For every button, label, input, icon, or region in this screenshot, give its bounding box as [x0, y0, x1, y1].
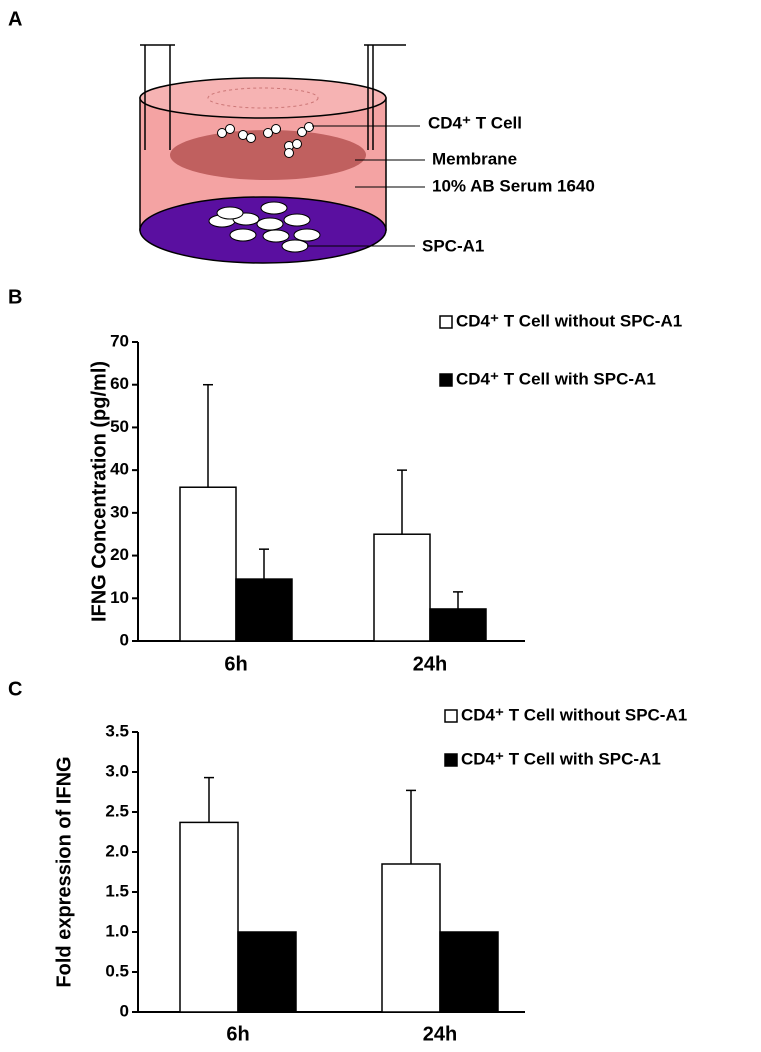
x-tick-label: 6h — [224, 653, 247, 675]
error-bar — [406, 789, 416, 864]
legend-marker — [444, 709, 458, 723]
legend-marker — [439, 315, 453, 329]
y-tick-label: 3.0 — [105, 761, 129, 780]
y-tick-label: 20 — [110, 545, 129, 564]
panel-label: C — [8, 678, 22, 700]
diagram-label: SPC-A1 — [422, 236, 484, 255]
diagram-label: Membrane — [432, 149, 517, 168]
bar — [381, 863, 441, 1013]
x-tick-label: 24h — [413, 653, 447, 675]
x-tick-label: 6h — [226, 1023, 249, 1045]
panel-label: A — [8, 8, 22, 30]
error-bar — [203, 383, 213, 488]
error-bar — [259, 548, 269, 580]
diagram-label: CD4⁺ T Cell — [428, 113, 522, 132]
y-tick-label: 0 — [120, 1001, 129, 1020]
y-axis-label: IFNG Concentration (pg/ml) — [88, 361, 110, 622]
panel-label: B — [8, 286, 22, 308]
y-tick-label: 60 — [110, 374, 129, 393]
transwell-diagram — [139, 44, 425, 264]
error-bar — [204, 776, 214, 823]
y-axis-label: Fold expression of IFNG — [53, 756, 75, 987]
legend-label: CD4⁺ T Cell with SPC-A1 — [456, 369, 656, 388]
y-tick-label: 1.5 — [105, 881, 129, 900]
legend-label: CD4⁺ T Cell with SPC-A1 — [461, 749, 661, 768]
error-bar — [397, 469, 407, 535]
y-tick-label: 2.0 — [105, 841, 129, 860]
legend-marker — [444, 753, 458, 767]
y-tick-label: 10 — [110, 588, 129, 607]
bar — [429, 608, 487, 642]
x-tick-label: 24h — [423, 1023, 457, 1045]
bar — [235, 578, 293, 642]
y-tick-label: 50 — [110, 417, 129, 436]
y-tick-label: 0.5 — [105, 961, 129, 980]
diagram-label: 10% AB Serum 1640 — [432, 176, 595, 195]
bar — [237, 931, 297, 1013]
legend-marker — [439, 373, 453, 387]
y-tick-label: 40 — [110, 460, 129, 479]
bar — [373, 533, 431, 642]
bar — [179, 821, 239, 1013]
error-bar — [453, 591, 463, 609]
legend-label: CD4⁺ T Cell without SPC-A1 — [456, 311, 682, 330]
y-tick-label: 2.5 — [105, 801, 129, 820]
bar — [179, 486, 237, 642]
y-tick-label: 30 — [110, 502, 129, 521]
legend-label: CD4⁺ T Cell without SPC-A1 — [461, 705, 687, 724]
y-tick-label: 1.0 — [105, 921, 129, 940]
y-tick-label: 0 — [120, 630, 129, 649]
y-tick-label: 3.5 — [105, 721, 129, 740]
bar — [439, 931, 499, 1013]
y-tick-label: 70 — [110, 331, 129, 350]
